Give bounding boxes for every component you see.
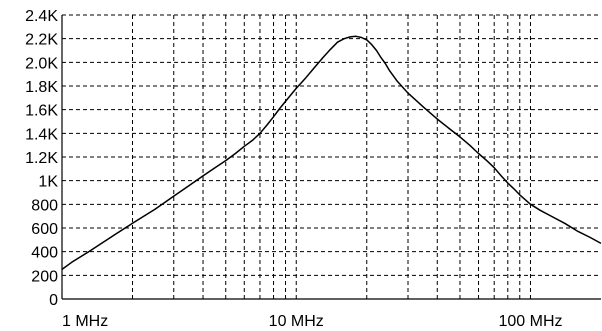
y-tick-labels: 0 200 400 600 800 1K 1.2K 1.4K 1.6K 1.8K 2.0K 2.2K 2… — [25, 8, 58, 309]
series-line — [61, 35, 602, 271]
y-tick-label: 1.8K — [25, 79, 58, 96]
y-tick-label: 1K — [38, 174, 58, 191]
y-tick-label: 2.4K — [25, 8, 58, 25]
y-tick-label: 2.0K — [25, 55, 58, 72]
y-tick-label: 2.2K — [25, 32, 58, 49]
svg-text:​: ​ — [116, 77, 128, 162]
y-tick-label: 400 — [31, 245, 58, 262]
x-tick-label: 10 MHz — [269, 313, 324, 330]
y-tick-label: 800 — [31, 197, 58, 214]
y-tick-label: 0 — [49, 292, 58, 309]
axes — [61, 15, 601, 300]
y-tick-label: 600 — [31, 221, 58, 238]
y-tick-label: 1.4K — [25, 126, 58, 143]
y-tick-label: 1.6K — [25, 103, 58, 120]
y-tick-label: 1.2K — [25, 150, 58, 167]
y-tick-label: 200 — [31, 268, 58, 285]
x-tick-label: 100 MHz — [498, 313, 562, 330]
watermark: ​ — [116, 77, 128, 162]
x-tick-labels: 1 MHz 10 MHz 100 MHz — [62, 313, 563, 330]
x-tick-label: 1 MHz — [62, 313, 108, 330]
grid — [62, 14, 601, 299]
series — [61, 35, 602, 271]
